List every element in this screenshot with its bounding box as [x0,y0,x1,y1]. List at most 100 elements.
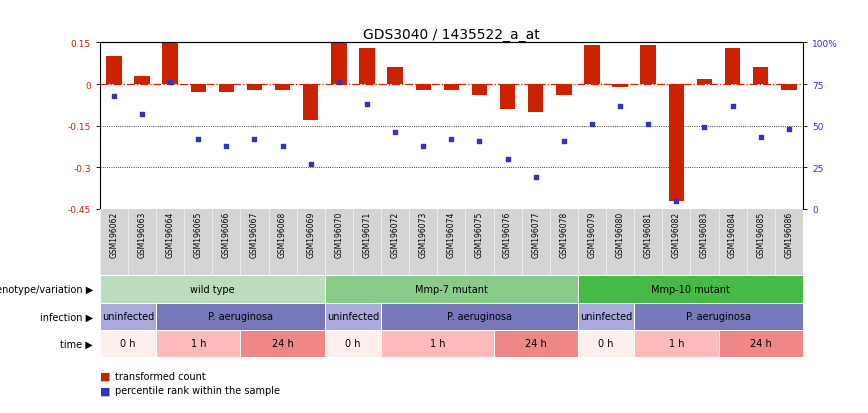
Bar [556,85,572,96]
Bar [325,276,578,303]
Bar [578,330,635,357]
Bar [719,330,803,357]
Point [360,102,374,108]
Text: 24 h: 24 h [272,339,293,349]
Text: GSM196070: GSM196070 [334,211,344,258]
Text: GSM196081: GSM196081 [644,211,653,257]
Text: percentile rank within the sample: percentile rank within the sample [115,385,280,395]
Text: GSM196069: GSM196069 [306,211,315,258]
Bar [190,85,206,93]
Point [417,143,431,150]
Point [613,103,627,110]
Text: Mmp-10 mutant: Mmp-10 mutant [651,284,730,294]
Point [753,135,767,141]
Bar [325,330,381,357]
Point [726,103,740,110]
Point [472,138,486,145]
Text: GSM196066: GSM196066 [222,211,231,258]
Point [501,156,515,163]
Bar [612,85,628,88]
Text: ■: ■ [100,371,110,381]
Point [163,80,177,86]
Text: P. aeruginosa: P. aeruginosa [447,311,512,321]
Text: GSM196084: GSM196084 [728,211,737,257]
Point [304,161,318,168]
Bar [416,85,431,90]
Text: GSM196085: GSM196085 [756,211,766,257]
Text: GSM196067: GSM196067 [250,211,259,258]
Bar [381,330,494,357]
Text: GSM196071: GSM196071 [363,211,372,257]
Bar [444,85,459,90]
Text: 24 h: 24 h [750,339,772,349]
Point [220,143,233,150]
Bar [100,276,325,303]
Point [698,125,712,131]
Text: 1 h: 1 h [190,339,206,349]
Point [782,126,796,133]
Text: GSM196062: GSM196062 [109,211,118,257]
Bar [635,303,803,330]
Point [247,136,261,143]
Text: time ▶: time ▶ [60,339,93,349]
Text: uninfected: uninfected [102,311,154,321]
Text: GSM196075: GSM196075 [475,211,484,258]
Bar [331,43,346,85]
Bar [725,49,740,85]
Text: wild type: wild type [190,284,234,294]
Bar [100,303,156,330]
Text: ■: ■ [100,385,110,395]
Text: GSM196074: GSM196074 [447,211,456,258]
Text: GSM196077: GSM196077 [531,211,540,258]
Bar [240,330,325,357]
Bar [100,330,156,357]
Point [191,136,205,143]
Bar [578,303,635,330]
Text: GSM196082: GSM196082 [672,211,681,257]
Bar [387,68,403,85]
Text: GSM196079: GSM196079 [588,211,596,258]
Bar [500,85,516,110]
Bar [106,57,122,85]
Bar [303,85,319,121]
Text: infection ▶: infection ▶ [40,311,93,321]
Text: GSM196076: GSM196076 [503,211,512,258]
Text: GSM196063: GSM196063 [137,211,147,258]
Bar [219,85,234,93]
Text: P. aeruginosa: P. aeruginosa [686,311,751,321]
Bar [668,85,684,201]
Bar [162,43,178,85]
Point [641,121,655,128]
Bar [584,46,600,85]
Bar [753,68,768,85]
Point [332,80,345,86]
Text: GSM196080: GSM196080 [615,211,625,257]
Text: GSM196064: GSM196064 [166,211,174,258]
Text: 0 h: 0 h [598,339,614,349]
Text: transformed count: transformed count [115,371,207,381]
Text: 24 h: 24 h [525,339,547,349]
Bar [247,85,262,90]
Point [107,93,121,100]
Point [135,112,149,118]
Bar [135,76,150,85]
Bar [359,49,375,85]
Text: genotype/variation ▶: genotype/variation ▶ [0,284,93,294]
Text: GSM196072: GSM196072 [391,211,399,257]
Bar [156,330,240,357]
Text: 1 h: 1 h [430,339,445,349]
Point [276,143,290,150]
Bar [635,330,719,357]
Text: 0 h: 0 h [120,339,135,349]
Bar [471,85,487,96]
Bar [578,276,803,303]
Text: 0 h: 0 h [345,339,361,349]
Bar [275,85,291,90]
Bar [528,85,543,112]
Text: 1 h: 1 h [668,339,684,349]
Bar [325,303,381,330]
Point [557,138,571,145]
Bar [156,303,325,330]
Text: uninfected: uninfected [580,311,632,321]
Title: GDS3040 / 1435522_a_at: GDS3040 / 1435522_a_at [363,28,540,43]
